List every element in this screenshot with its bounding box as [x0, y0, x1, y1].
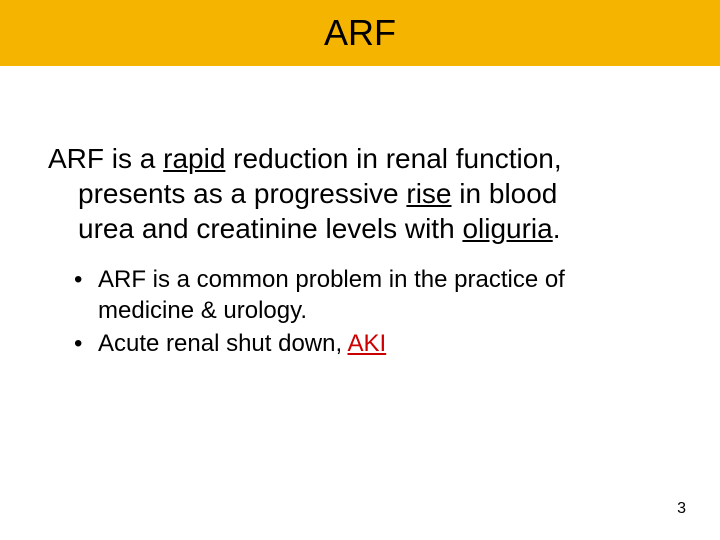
definition-paragraph: ARF is a rapid reduction in renal functi…	[48, 141, 672, 246]
list-item: Acute renal shut down, AKI	[74, 328, 672, 359]
bullet-1-line-b: medicine & urology.	[98, 297, 307, 324]
def-line2-underline-rise: rise	[406, 178, 451, 209]
def-line1-underline-rapid: rapid	[163, 143, 225, 174]
list-item: ARF is a common problem in the practice …	[74, 264, 672, 326]
def-line1-pre: ARF is a	[48, 143, 163, 174]
page-number: 3	[677, 500, 686, 518]
bullet-2-text: Acute renal shut down,	[98, 330, 348, 357]
slide-title: ARF	[324, 12, 396, 53]
def-line2-post: in blood	[452, 178, 558, 209]
bullet-list: ARF is a common problem in the practice …	[48, 264, 672, 360]
bullet-1-line-a: ARF is a common problem in the practice …	[98, 266, 565, 293]
content-area: ARF is a rapid reduction in renal functi…	[0, 66, 720, 360]
def-line1-post: reduction in renal function,	[225, 143, 561, 174]
title-bar: ARF	[0, 0, 720, 66]
def-line2-pre: presents as a progressive	[78, 178, 406, 209]
def-line3-post: .	[553, 213, 561, 244]
aki-term: AKI	[348, 330, 387, 357]
def-line3-pre: urea and creatinine levels with	[78, 213, 462, 244]
def-line3-underline-oliguria: oliguria	[462, 213, 552, 244]
